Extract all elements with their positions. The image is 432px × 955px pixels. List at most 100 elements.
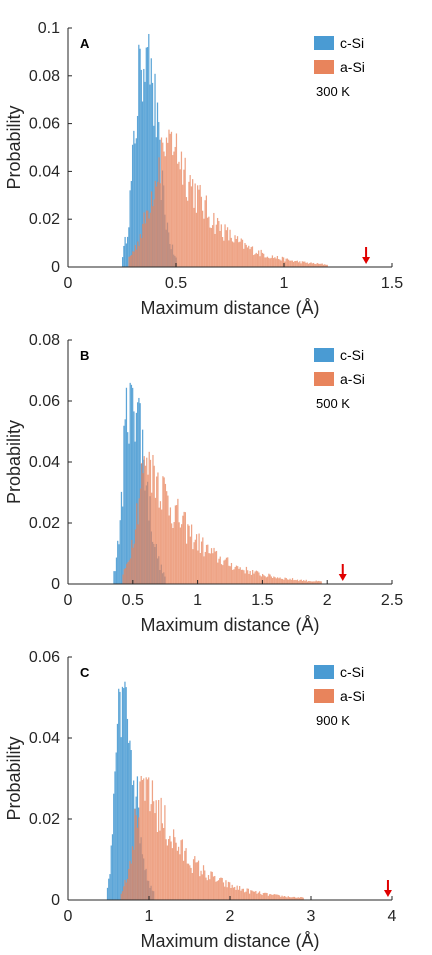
a-si-bin (209, 553, 211, 584)
a-si-bin (222, 565, 224, 584)
a-si-bin (194, 183, 196, 267)
a-si-bin (214, 233, 216, 267)
a-si-bin (180, 840, 182, 900)
a-si-bin (295, 260, 297, 267)
a-si-bin (304, 581, 306, 584)
a-si-bin (247, 570, 249, 584)
a-si-bin (184, 157, 186, 267)
a-si-bin (253, 891, 256, 900)
a-si-bin (295, 897, 297, 900)
a-si-bin (134, 529, 137, 584)
a-si-bin (294, 579, 296, 584)
y-tick-label: 0.04 (29, 163, 60, 180)
a-si-bin (159, 183, 161, 267)
panel-c: 0 1 2 3 4 0 0.02 0.04 0.06 Maximum distance (Å) Pr… (4, 649, 397, 951)
a-si-bin (311, 581, 314, 584)
panel-b: 0 0.5 1 1.5 2 2.5 0 0.02 0.04 0.06 0.08 Maximum dis… (4, 332, 403, 635)
a-si-bin (185, 197, 188, 267)
c-si-bin (108, 878, 110, 900)
x-tick-label: 2.5 (381, 592, 403, 609)
a-si-bin (278, 578, 280, 584)
a-si-bin (139, 234, 141, 267)
a-si-bin (158, 799, 160, 900)
a-si-bin (233, 242, 235, 267)
a-si-bin (161, 509, 163, 584)
a-si-bin (297, 262, 300, 267)
c-si-bin (119, 691, 121, 900)
a-si-bin (210, 548, 213, 584)
a-si-bin (146, 779, 149, 900)
a-si-bin (286, 258, 288, 267)
a-si-bin (199, 184, 201, 267)
a-si-bin (215, 550, 218, 584)
a-si-bin (189, 865, 191, 900)
a-si-bin (178, 161, 180, 267)
c-si-bin (132, 387, 134, 584)
a-si-bin (262, 573, 264, 584)
a-si-bin (140, 238, 143, 267)
a-si-bin (245, 244, 247, 267)
a-si-bin (281, 895, 283, 900)
a-si-bin (194, 856, 196, 900)
a-si-bin (160, 797, 162, 900)
c-si-bin (116, 723, 119, 900)
a-si-bin (286, 897, 288, 900)
a-si-bin (164, 805, 166, 900)
a-si-bin (144, 800, 146, 900)
a-si-bin (280, 260, 282, 267)
a-si-bin (153, 801, 155, 900)
a-si-bin (299, 261, 301, 267)
temperature-label: 500 K (316, 396, 350, 411)
a-si-bin (252, 891, 254, 900)
a-si-bin (298, 581, 300, 584)
panel-a: 0 0.5 1 1.5 0 0.02 0.04 0.06 0.08 0.1 Maximum dist… (4, 20, 403, 318)
a-si-bin (224, 559, 226, 584)
a-si-bin (262, 893, 264, 900)
a-si-bin (195, 212, 198, 267)
c-si-bin (128, 443, 130, 584)
c-si-bin (148, 33, 150, 268)
a-si-bin (137, 524, 139, 584)
a-si-bin (265, 257, 267, 267)
a-si-bin (263, 892, 266, 900)
a-si-bin (319, 581, 321, 584)
a-si-bin (291, 260, 293, 267)
a-si-bin (175, 842, 177, 900)
a-si-bin (249, 249, 251, 267)
a-si-bin (300, 263, 302, 267)
c-si-bin (141, 101, 144, 267)
legend-label-a-si: a-Si (340, 688, 365, 704)
a-si-bin (280, 896, 282, 900)
c-si-bin (124, 419, 126, 584)
a-si-bin (278, 259, 280, 267)
a-si-bin (185, 543, 188, 584)
a-si-bin (208, 553, 210, 584)
y-tick-label: 0.06 (29, 393, 60, 410)
a-si-bin (139, 488, 142, 584)
a-si-bin (219, 230, 221, 267)
a-si-bin (320, 263, 322, 267)
a-si-bin (153, 465, 155, 584)
a-si-bin (306, 262, 308, 267)
a-si-bin (223, 560, 225, 584)
a-si-bin (244, 573, 246, 584)
c-si-bin (134, 441, 136, 584)
a-si-bin (259, 575, 261, 584)
c-si-bin (118, 688, 120, 900)
a-si-bin (259, 256, 261, 267)
c-si-bin (117, 540, 119, 584)
a-si-bin (295, 580, 297, 584)
a-si-bin (151, 780, 154, 900)
c-si-bin (146, 47, 149, 267)
a-si-bin (136, 827, 139, 900)
a-si-bin (255, 252, 257, 267)
c-si-bin (139, 48, 141, 268)
c-si-bin (133, 780, 135, 900)
a-si-bin (243, 248, 245, 267)
legend-swatch-c-si (314, 36, 334, 50)
a-si-bin (165, 839, 167, 900)
a-si-bin (289, 260, 291, 267)
a-si-bin (173, 522, 175, 584)
a-si-bin (174, 837, 176, 900)
a-si-bin (147, 210, 149, 267)
